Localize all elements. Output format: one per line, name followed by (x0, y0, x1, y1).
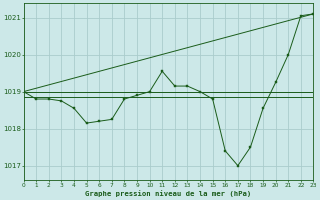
X-axis label: Graphe pression niveau de la mer (hPa): Graphe pression niveau de la mer (hPa) (85, 190, 252, 197)
